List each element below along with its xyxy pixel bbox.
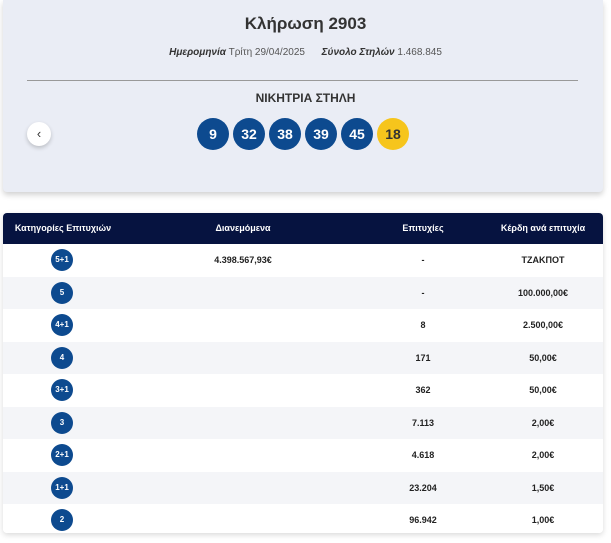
ball: 9	[197, 118, 229, 150]
cell: 4.618	[411, 450, 435, 460]
column-header: Κέρδη ανά επιτυχία	[500, 223, 586, 233]
cell	[163, 277, 323, 310]
cell: 1,00€	[531, 515, 555, 525]
results-table: Κατηγορίες Επιτυχιών Διανεμόμενα Επιτυχίες…	[3, 213, 603, 533]
category-badge: 3	[51, 411, 73, 434]
cell	[163, 342, 323, 375]
cell: -	[421, 287, 425, 298]
category-badge: 1+1	[51, 476, 73, 499]
draw-card	[3, 0, 603, 192]
table-row: 4 171 50,00€	[3, 341, 603, 375]
category-badge: 4+1	[51, 314, 73, 336]
ball: 32	[233, 118, 265, 150]
date-label: Ημερομηνία	[169, 47, 226, 58]
cell: 362	[415, 385, 431, 395]
cell	[163, 504, 323, 533]
table-row: 2 96.942 1,00€	[3, 504, 603, 533]
ball: 39	[305, 118, 337, 150]
column-header: Κατηγορίες Επιτυχιών	[14, 223, 112, 233]
category-badge: 5+1	[51, 249, 73, 271]
cell: 23.204	[409, 482, 437, 493]
table-row: 1+1 23.204 1,50€	[3, 471, 603, 505]
column-header: Επιτυχίες	[402, 223, 444, 233]
column-header: Διανεμόμενα	[215, 223, 271, 233]
cell: 2,00€	[531, 450, 555, 460]
table-row: 5+1 4.398.567,93€ - ΤΖΑΚΠΟΤ	[3, 244, 603, 277]
cell: 7.113	[411, 417, 435, 428]
info-line: Ημερομηνία Τρίτη 29/04/2025 Σύνολο Στηλώ…	[0, 47, 611, 58]
cell: 50,00€	[529, 385, 557, 395]
table-header: Κατηγορίες Επιτυχιών Διανεμόμενα Επιτυχίες…	[3, 213, 603, 244]
cell	[163, 407, 323, 440]
cell: 1,50€	[531, 482, 555, 493]
back-button[interactable]: ‹	[27, 122, 51, 146]
category-badge: 5	[51, 281, 73, 304]
cell: -	[421, 255, 425, 265]
cell	[163, 309, 323, 342]
category-badge: 3+1	[51, 379, 73, 401]
title: Κλήρωση 2903	[244, 14, 367, 33]
divider	[27, 80, 578, 81]
category-badge: 2	[51, 509, 73, 531]
total-value: 1.468.845	[397, 47, 442, 58]
table-row: 3+1 362 50,00€	[3, 374, 603, 407]
table-row: 3 7.113 2,00€	[3, 406, 603, 440]
date-value: Τρίτη 29/04/2025	[228, 47, 305, 58]
cell: 96.942	[409, 515, 437, 525]
cell	[163, 374, 323, 407]
cell: 8	[420, 320, 426, 330]
winning-label: ΝΙΚΗΤΡΙΑ ΣΤΗΛΗ	[255, 91, 356, 105]
ball: 45	[341, 118, 373, 150]
table-row: 2+1 4.618 2,00€	[3, 439, 603, 472]
bonus-ball: 18	[377, 118, 409, 150]
total-label: Σύνολο Στηλών	[321, 47, 395, 58]
table-row: 4+1 8 2.500,00€	[3, 309, 603, 342]
cell: 4.398.567,93€	[214, 255, 272, 265]
cell: 100.000,00€	[517, 287, 569, 298]
cell: ΤΖΑΚΠΟΤ	[521, 255, 565, 265]
category-badge: 4	[51, 346, 73, 369]
cell	[163, 439, 323, 472]
ball: 38	[269, 118, 301, 150]
category-badge: 2+1	[51, 444, 73, 466]
cell	[163, 472, 323, 505]
table-row: 5 - 100.000,00€	[3, 276, 603, 310]
cell: 2,00€	[531, 417, 555, 428]
cell: 50,00€	[529, 352, 557, 363]
cell: 2.500,00€	[522, 320, 564, 330]
cell: 171	[415, 352, 431, 363]
